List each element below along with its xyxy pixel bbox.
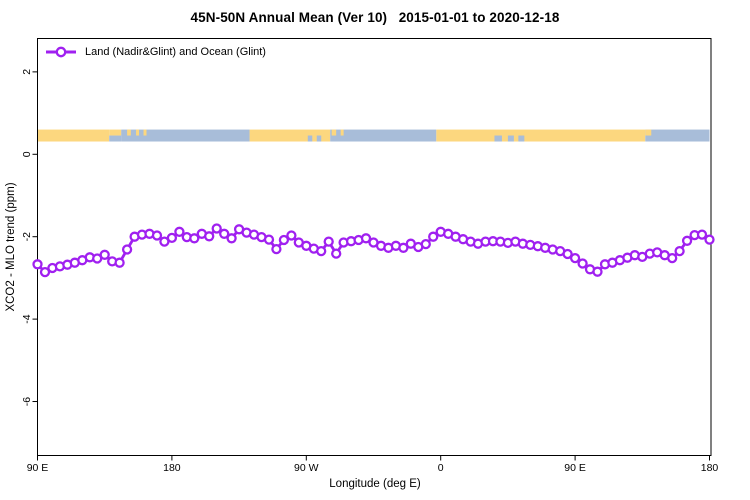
data-point xyxy=(420,238,431,250)
map-band-segment-land xyxy=(645,129,652,136)
y-tick-label: 0 xyxy=(21,151,33,157)
map-band-segment-land xyxy=(340,129,344,136)
data-point xyxy=(263,234,275,245)
map-band-segment-land xyxy=(331,129,337,136)
y-tick-label: 2 xyxy=(21,69,33,75)
y-axis-title: XCO2 - MLO trend (ppm) xyxy=(5,182,17,312)
data-point xyxy=(592,266,603,277)
data-point xyxy=(226,233,237,244)
data-point xyxy=(428,231,439,242)
map-band-segment-ocean xyxy=(307,135,313,142)
map-band-segment-ocean xyxy=(109,135,122,142)
x-tick-label: 90 W xyxy=(294,462,319,474)
data-point xyxy=(323,236,334,247)
y-tick-label: -4 xyxy=(21,314,33,323)
data-point xyxy=(151,230,163,241)
data-point xyxy=(219,228,230,239)
x-tick-label: 180 xyxy=(701,462,719,474)
legend-label: Land (Nadir&Glint) and Ocean (Glint) xyxy=(85,46,266,58)
data-point xyxy=(696,229,708,240)
legend: Land (Nadir&Glint) and Ocean (Glint) xyxy=(44,45,266,59)
x-tick-label: 90 E xyxy=(27,462,49,474)
map-band-segment-ocean xyxy=(330,129,437,142)
map-band-segment-ocean xyxy=(645,129,710,142)
data-point xyxy=(398,242,409,253)
data-point xyxy=(278,234,290,246)
data-point xyxy=(569,252,581,264)
data-point xyxy=(286,230,297,241)
map-band-segment-ocean xyxy=(518,135,525,142)
map-band-segment-land xyxy=(127,129,131,136)
map-band-segment-land xyxy=(143,129,147,136)
data-point xyxy=(271,243,282,255)
data-point xyxy=(316,245,327,257)
data-point xyxy=(166,232,178,244)
map-band-segment-land xyxy=(109,129,122,136)
data-point xyxy=(39,266,51,278)
data-point xyxy=(562,248,573,260)
data-point xyxy=(704,234,715,245)
y-tick-label: -6 xyxy=(21,397,33,406)
data-point xyxy=(667,252,678,264)
data-point xyxy=(681,235,693,246)
map-band-segment-ocean xyxy=(121,129,250,142)
data-point xyxy=(674,245,685,257)
x-tick-label: 90 E xyxy=(564,462,586,474)
data-point xyxy=(204,231,215,242)
x-tick-label: 0 xyxy=(438,462,444,474)
chart-title: 45N-50N Annual Mean (Ver 10) 2015-01-01 … xyxy=(190,10,560,25)
map-band-segment-land xyxy=(249,129,331,142)
map-band-segment-ocean xyxy=(316,135,322,142)
map-band-segment-ocean xyxy=(507,135,514,142)
map-band-segment-land xyxy=(136,129,140,136)
data-point xyxy=(211,223,222,234)
data-point xyxy=(99,249,110,260)
x-axis-title: Longitude (deg E) xyxy=(329,478,421,490)
data-point xyxy=(114,257,125,268)
x-tick-label: 180 xyxy=(163,462,181,474)
data-point xyxy=(577,258,588,269)
y-tick-label: -2 xyxy=(21,232,33,241)
data-point xyxy=(189,233,200,244)
map-band-segment-land xyxy=(37,129,110,142)
map-band-segment-land xyxy=(436,129,646,142)
data-point xyxy=(174,226,185,237)
data-point xyxy=(360,233,372,244)
data-point xyxy=(121,244,133,255)
legend-line-marker-icon xyxy=(46,46,76,58)
plot-border xyxy=(37,38,712,456)
data-point xyxy=(331,248,342,259)
data-point xyxy=(32,259,43,270)
map-band-segment-ocean xyxy=(494,135,502,142)
